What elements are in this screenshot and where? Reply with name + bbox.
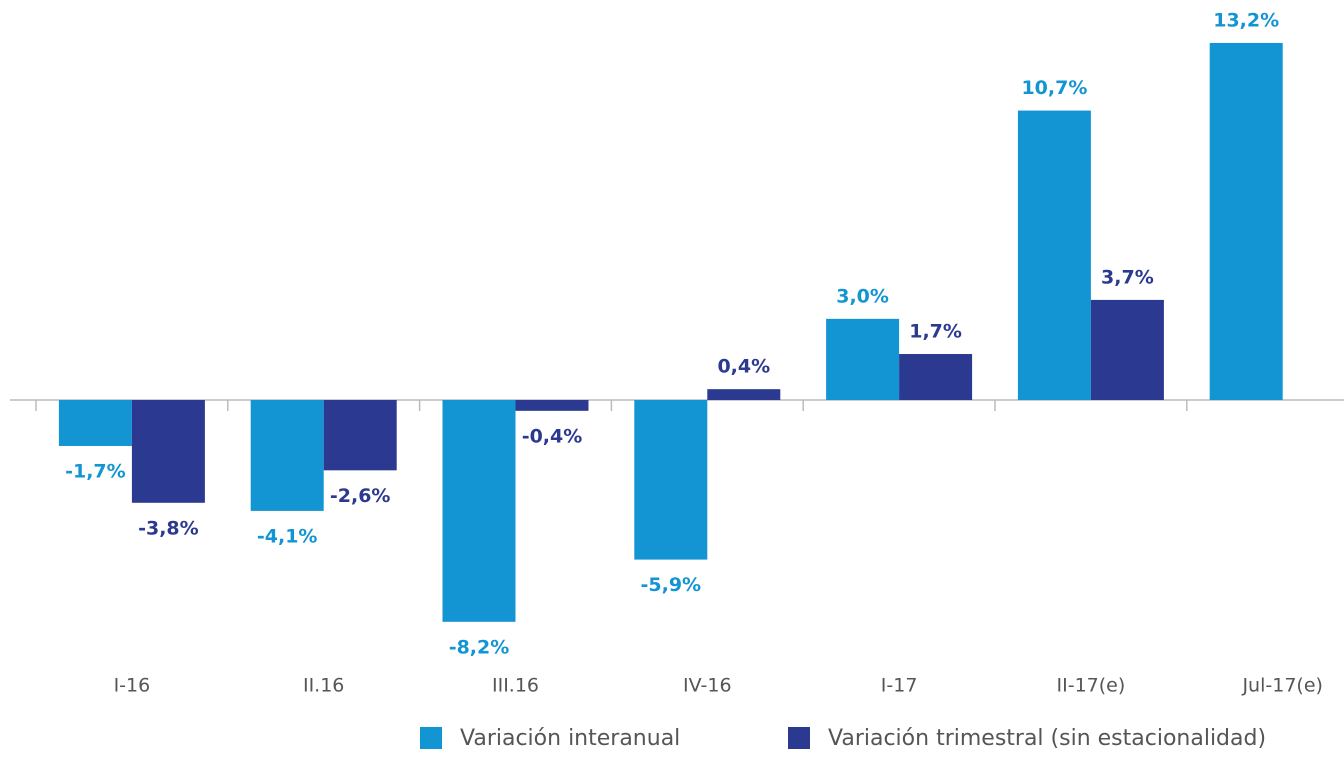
bar: [250, 400, 324, 511]
value-label: 0,4%: [717, 356, 770, 378]
value-label: -5,9%: [641, 574, 702, 596]
bar: [442, 400, 516, 622]
value-label: -4,1%: [257, 525, 318, 547]
value-label: -8,2%: [449, 636, 510, 658]
x-tick-label: II-17(e): [1057, 675, 1126, 697]
value-label: 3,0%: [836, 285, 889, 307]
bar: [131, 400, 205, 503]
value-label: -3,8%: [138, 517, 199, 539]
value-label: 1,7%: [909, 321, 962, 343]
bar: [1209, 42, 1283, 400]
bar: [515, 400, 589, 411]
bar: [634, 400, 708, 560]
value-label: -0,4%: [522, 425, 583, 447]
value-label: 3,7%: [1101, 266, 1154, 288]
x-tick-label: II.16: [303, 675, 344, 697]
x-tick-label: I-16: [114, 675, 151, 697]
legend-swatch: [788, 727, 810, 749]
bar: [707, 389, 781, 400]
bar: [323, 400, 397, 471]
x-tick-label: Jul-17(e): [1241, 675, 1322, 697]
value-label: -2,6%: [330, 485, 391, 507]
bar: [826, 318, 900, 400]
legend-swatch: [420, 727, 442, 749]
legend-label: Variación interanual: [460, 726, 680, 751]
bar: [899, 354, 973, 400]
value-label: 10,7%: [1021, 77, 1087, 99]
bar: [1090, 299, 1164, 400]
bar: [1017, 110, 1091, 400]
x-tick-label: III.16: [492, 675, 539, 697]
x-tick-label: I-17: [881, 675, 918, 697]
legend-label: Variación trimestral (sin estacionalidad…: [828, 726, 1266, 751]
value-label: 13,2%: [1213, 9, 1279, 31]
value-label: -1,7%: [65, 460, 126, 482]
bar: [58, 400, 132, 446]
x-tick-label: IV-16: [683, 675, 732, 697]
